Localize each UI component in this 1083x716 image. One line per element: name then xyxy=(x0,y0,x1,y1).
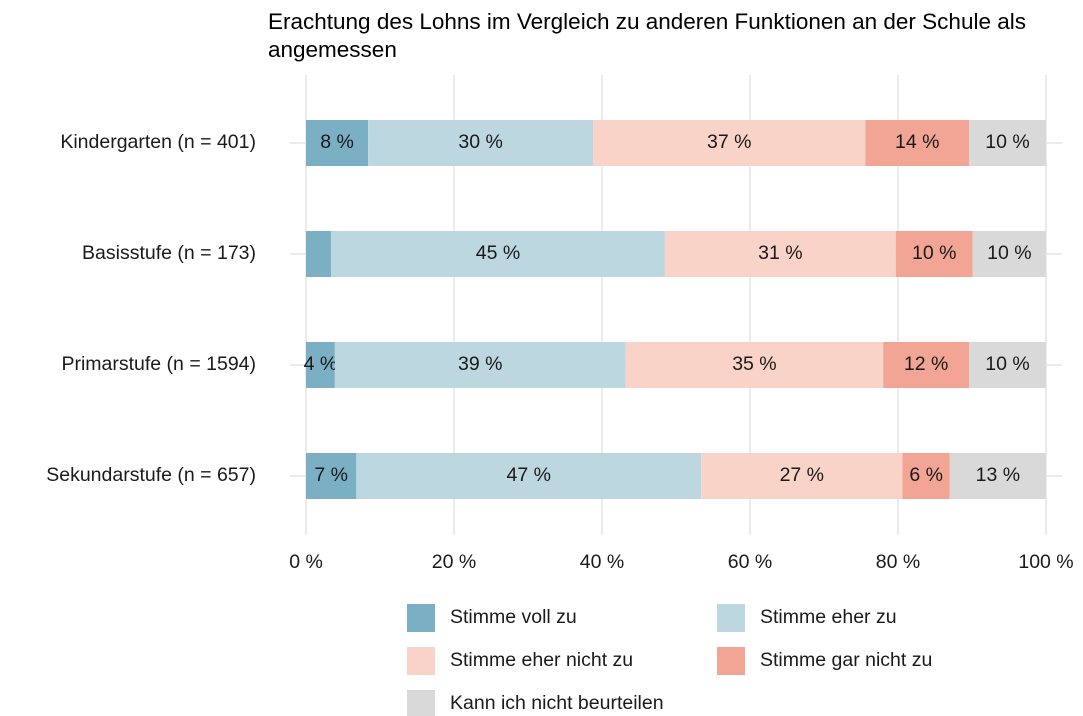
data-label: 10 % xyxy=(985,353,1029,375)
y-tick-label: Primarstufe (n = 1594) xyxy=(61,353,256,375)
legend-swatch xyxy=(407,604,435,632)
data-label: 12 % xyxy=(904,353,948,375)
legend-swatch xyxy=(717,604,745,632)
x-tick-label: 100 % xyxy=(1018,551,1073,573)
legend-swatch xyxy=(407,690,435,716)
bar-segment xyxy=(949,453,1046,499)
y-tick-label: Basisstufe (n = 173) xyxy=(82,242,256,264)
bar-segment xyxy=(331,231,665,277)
data-label: 35 % xyxy=(732,353,776,375)
data-label: 31 % xyxy=(758,242,802,264)
x-tick-label: 0 % xyxy=(289,551,323,573)
bar-segment xyxy=(368,120,594,166)
x-tick-label: 20 % xyxy=(432,551,476,573)
x-tick-label: 60 % xyxy=(728,551,772,573)
data-label: 13 % xyxy=(976,464,1020,486)
x-tick-label: 80 % xyxy=(876,551,920,573)
bar-segment xyxy=(306,342,335,388)
y-tick-label: Sekundarstufe (n = 657) xyxy=(46,464,256,486)
bar-segment xyxy=(356,453,702,499)
data-label: 10 % xyxy=(985,131,1029,153)
data-label: 37 % xyxy=(707,131,751,153)
bar-segment xyxy=(969,120,1046,166)
data-label: 27 % xyxy=(780,464,824,486)
bar-segment xyxy=(306,231,332,277)
data-label: 39 % xyxy=(458,353,502,375)
bar-segment xyxy=(969,342,1046,388)
bar-segment xyxy=(625,342,884,388)
data-label: 6 % xyxy=(909,464,943,486)
bar-segment xyxy=(664,231,896,277)
data-label: 30 % xyxy=(458,131,502,153)
data-label: 4 % xyxy=(304,353,338,375)
x-tick-label: 40 % xyxy=(580,551,624,573)
bar-segment xyxy=(865,120,970,166)
bar-segment xyxy=(972,231,1046,277)
bar-segment xyxy=(334,342,626,388)
bar-segment xyxy=(306,453,357,499)
legend-label: Kann ich nicht beurteilen xyxy=(450,692,664,714)
legend-label: Stimme gar nicht zu xyxy=(760,649,932,671)
bar-segment xyxy=(701,453,903,499)
data-label: 8 % xyxy=(320,131,354,153)
bar-segment xyxy=(895,231,973,277)
data-label: 7 % xyxy=(314,464,348,486)
bar-segment xyxy=(902,453,950,499)
bar-segment xyxy=(883,342,970,388)
data-label: 45 % xyxy=(476,242,520,264)
legend-label: Stimme voll zu xyxy=(450,606,577,628)
bar-segment xyxy=(306,120,369,166)
bar-segment xyxy=(593,120,866,166)
chart-title: Erachtung des Lohns im Vergleich zu ande… xyxy=(268,9,1026,62)
legend-swatch xyxy=(717,647,745,675)
y-tick-label: Kindergarten (n = 401) xyxy=(60,131,256,153)
legend-label: Stimme eher zu xyxy=(760,606,897,628)
legend-label: Stimme eher nicht zu xyxy=(450,649,633,671)
data-label: 10 % xyxy=(987,242,1031,264)
data-label: 14 % xyxy=(895,131,939,153)
legend-swatch xyxy=(407,647,435,675)
data-label: 10 % xyxy=(912,242,956,264)
data-label: 47 % xyxy=(507,464,551,486)
